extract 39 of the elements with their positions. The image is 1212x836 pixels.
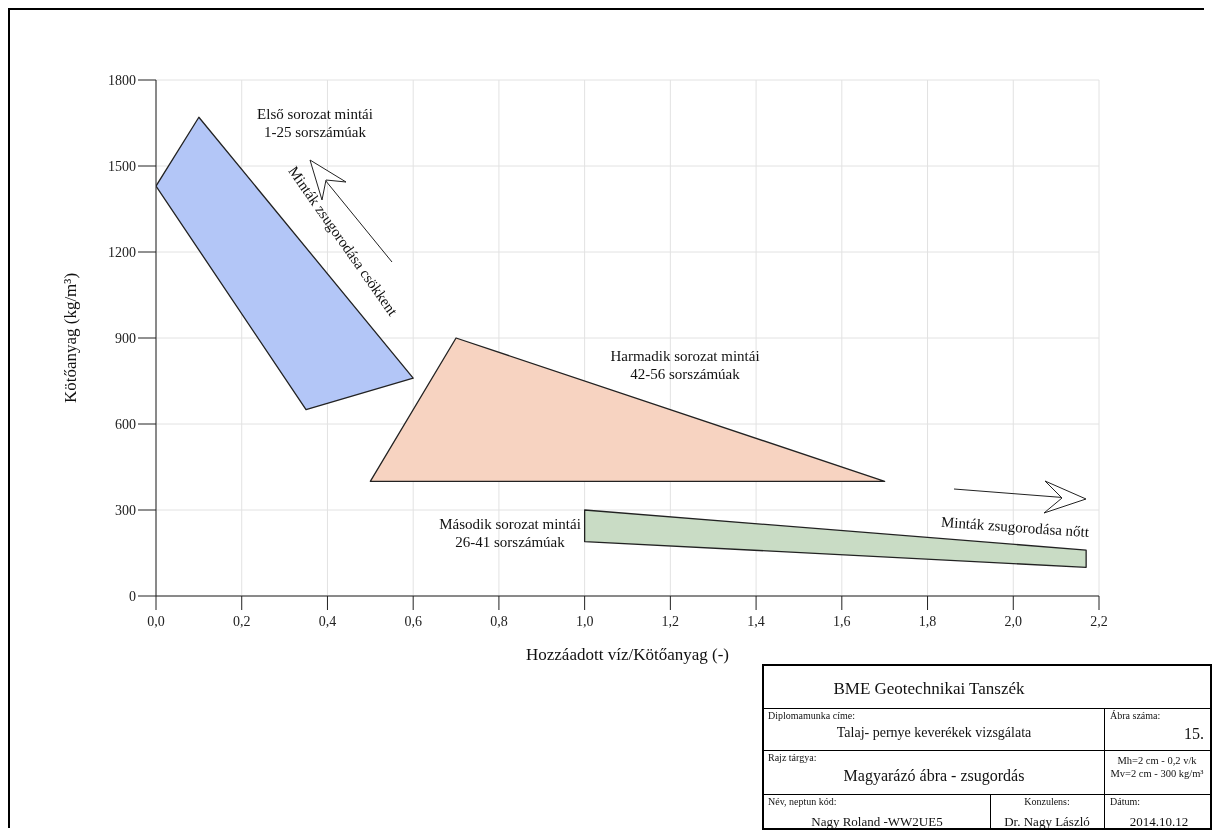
x-tick-label: 2,0 — [1004, 613, 1023, 629]
annotation: Harmadik sorozat mintái 42-56 sorszámúak — [609, 347, 761, 383]
x-tick-label: 0,4 — [318, 613, 337, 629]
text: 15. — [1183, 724, 1204, 744]
text: Nagy Roland -WW2UE5 — [810, 814, 944, 831]
text: Dátum: — [1110, 796, 1141, 809]
y-tick-label: 0 — [129, 588, 136, 604]
x-tick-label: 1,6 — [833, 613, 851, 629]
text: Név, neptun kód: — [768, 796, 838, 809]
text: 2014.10.12 — [1128, 814, 1190, 831]
text: Diplomamunka címe: — [768, 710, 856, 723]
text: Magyarázó ábra - zsugordás — [842, 766, 1026, 787]
y-tick-label: 1200 — [108, 244, 136, 260]
x-tick-label: 0,2 — [232, 613, 251, 629]
y-tick-label: 900 — [115, 330, 136, 346]
x-tick-label: 0,8 — [490, 613, 508, 629]
x-tick-label: 1,0 — [575, 613, 594, 629]
text: Rajz tárgya: — [768, 752, 818, 765]
x-tick-label: 2,2 — [1090, 613, 1108, 629]
x-tick-label: 0,0 — [147, 613, 165, 629]
text: Dr. Nagy László — [1003, 814, 1091, 831]
text: Talaj- pernye keverékek vizsgálata — [835, 724, 1033, 742]
y-tick-label: 1800 — [108, 72, 136, 88]
annotation: Minták zsugorodása nőtt — [939, 512, 1091, 543]
text: BME Geotechnikai Tanszék — [833, 679, 1025, 698]
y-tick-label: 600 — [115, 416, 136, 432]
y-tick-label: 300 — [115, 502, 136, 518]
text: Konzulens: — [1023, 796, 1071, 809]
text: Ábra száma: — [1110, 710, 1162, 723]
x-tick-label: 0,6 — [404, 613, 422, 629]
y-axis-title: Kötőanyag (kg/m³) — [61, 272, 81, 404]
annotation: Első sorozat mintái 1-25 sorszámúak — [256, 105, 374, 141]
x-tick-label: 1,4 — [747, 613, 765, 629]
x-axis-title: Hozzáadott víz/Kötőanyag (-) — [526, 645, 729, 664]
text: Mh=2 cm - 0,2 v/k Mv=2 cm - 300 kg/m³ — [1109, 754, 1205, 782]
x-tick-label: 1,8 — [918, 613, 937, 629]
annotation: Második sorozat mintái 26-41 sorszámúak — [438, 515, 582, 551]
y-tick-label: 1500 — [108, 158, 136, 174]
x-tick-label: 1,2 — [661, 613, 680, 629]
